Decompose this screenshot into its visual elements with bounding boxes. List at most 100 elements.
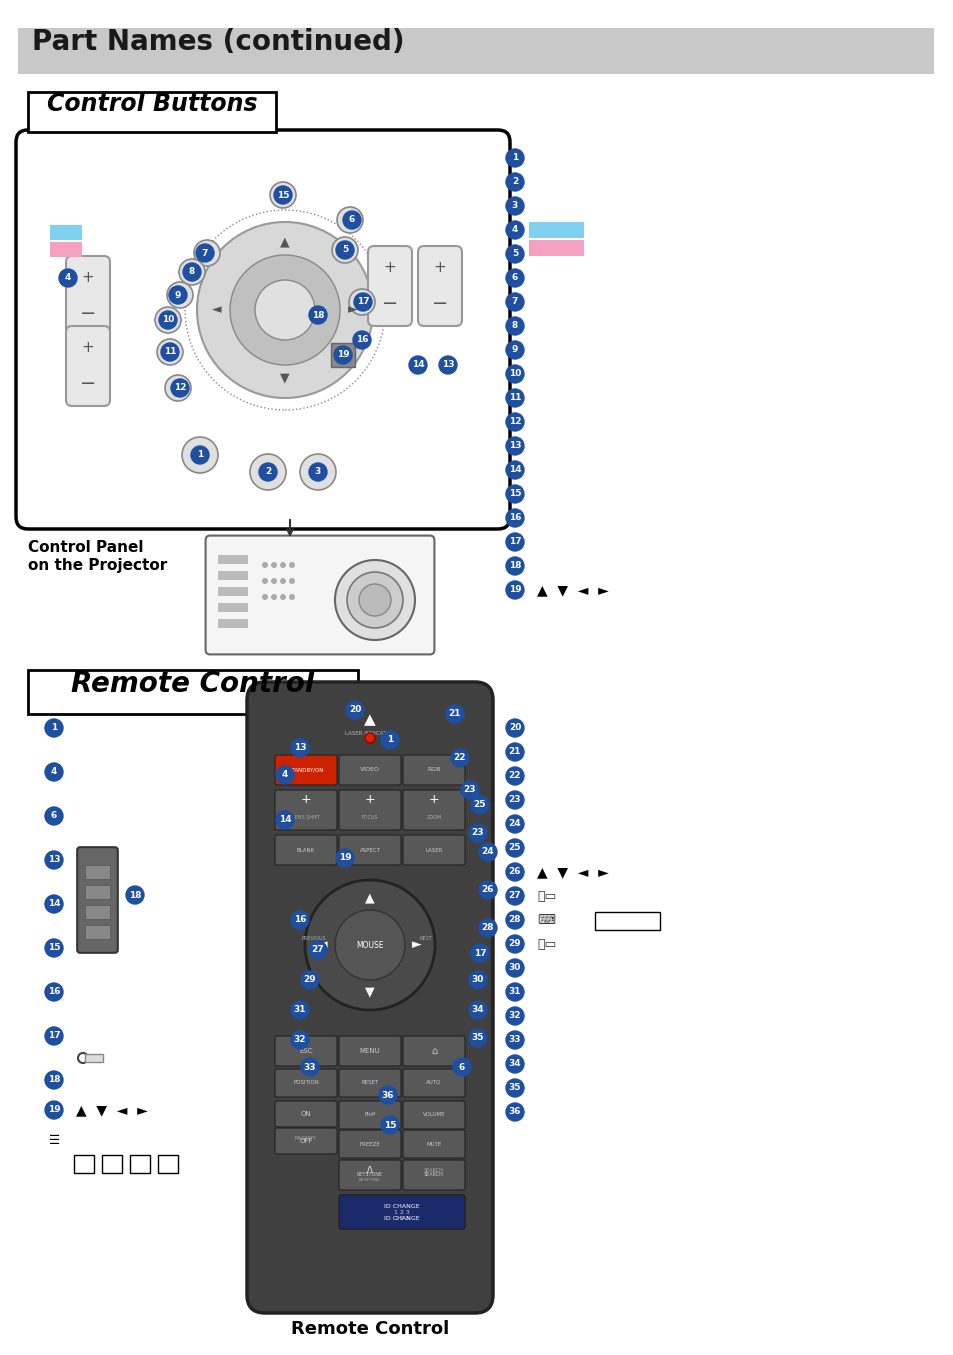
- Text: 19: 19: [508, 585, 520, 595]
- Text: ZOOM: ZOOM: [426, 816, 441, 821]
- Text: 30: 30: [508, 963, 520, 973]
- Circle shape: [196, 222, 373, 398]
- Text: 33: 33: [508, 1035, 520, 1045]
- Circle shape: [254, 280, 314, 340]
- FancyBboxPatch shape: [338, 755, 400, 785]
- Text: 9: 9: [174, 290, 181, 299]
- Circle shape: [358, 584, 391, 617]
- Text: 6: 6: [51, 812, 57, 821]
- Bar: [529, 240, 583, 256]
- FancyBboxPatch shape: [402, 1037, 464, 1066]
- Circle shape: [349, 289, 375, 314]
- Circle shape: [271, 593, 276, 600]
- Circle shape: [154, 308, 181, 333]
- Circle shape: [309, 306, 327, 324]
- Bar: [595, 912, 659, 930]
- Text: 7: 7: [511, 298, 517, 306]
- Circle shape: [460, 780, 478, 799]
- Text: 19: 19: [338, 854, 351, 863]
- Circle shape: [505, 413, 523, 431]
- Text: 17: 17: [48, 1031, 60, 1041]
- Text: ▲  ▼  ◄  ►: ▲ ▼ ◄ ►: [76, 1103, 148, 1117]
- Bar: [529, 222, 583, 238]
- Text: 18: 18: [129, 890, 141, 900]
- Text: ◄: ◄: [318, 939, 328, 951]
- Circle shape: [78, 1053, 88, 1064]
- Circle shape: [347, 572, 402, 627]
- Text: ASPECT: ASPECT: [359, 847, 380, 852]
- Text: 24: 24: [508, 820, 520, 828]
- Text: 4: 4: [281, 771, 288, 779]
- Circle shape: [469, 972, 486, 989]
- Text: ▲: ▲: [365, 892, 375, 905]
- Text: 8: 8: [189, 267, 195, 276]
- Text: 16: 16: [48, 988, 60, 996]
- Text: 25: 25: [474, 801, 486, 809]
- Text: 18: 18: [48, 1076, 60, 1084]
- Circle shape: [505, 959, 523, 977]
- Text: OFF: OFF: [299, 1138, 313, 1144]
- Text: 21: 21: [508, 748, 520, 756]
- Text: 36: 36: [508, 1107, 520, 1117]
- Circle shape: [505, 1103, 523, 1121]
- Circle shape: [45, 982, 63, 1001]
- Bar: [218, 570, 248, 580]
- FancyBboxPatch shape: [417, 247, 461, 327]
- Circle shape: [380, 1117, 398, 1134]
- Text: +: +: [300, 794, 311, 806]
- Text: 14: 14: [412, 360, 424, 370]
- Circle shape: [343, 211, 360, 229]
- Text: Remote Control: Remote Control: [291, 1320, 449, 1337]
- Text: 13: 13: [441, 360, 454, 370]
- Text: 13: 13: [294, 744, 306, 752]
- FancyBboxPatch shape: [338, 1102, 400, 1129]
- Text: MOUSE: MOUSE: [355, 940, 383, 950]
- FancyBboxPatch shape: [338, 1037, 400, 1066]
- FancyBboxPatch shape: [274, 1069, 336, 1098]
- Circle shape: [157, 339, 183, 364]
- Text: ▼: ▼: [365, 985, 375, 999]
- Bar: [85, 885, 110, 898]
- Circle shape: [471, 944, 489, 962]
- Circle shape: [505, 1007, 523, 1024]
- FancyBboxPatch shape: [274, 1102, 336, 1127]
- Circle shape: [334, 346, 352, 364]
- FancyBboxPatch shape: [338, 1130, 400, 1159]
- Text: 1: 1: [196, 450, 203, 459]
- Circle shape: [45, 720, 63, 737]
- Circle shape: [446, 705, 463, 724]
- Circle shape: [299, 454, 335, 491]
- Circle shape: [291, 1001, 309, 1019]
- Text: 15: 15: [276, 191, 289, 199]
- Text: 34: 34: [508, 1060, 520, 1069]
- Circle shape: [365, 733, 375, 743]
- Circle shape: [505, 245, 523, 263]
- Circle shape: [469, 1028, 486, 1047]
- Circle shape: [378, 1085, 396, 1104]
- Circle shape: [262, 593, 268, 600]
- Text: 29: 29: [303, 976, 316, 985]
- Text: 26: 26: [508, 867, 520, 877]
- Circle shape: [301, 972, 318, 989]
- Text: 23: 23: [463, 786, 476, 794]
- Circle shape: [505, 293, 523, 312]
- Circle shape: [301, 1058, 318, 1076]
- Circle shape: [505, 720, 523, 737]
- Text: 11: 11: [508, 393, 520, 402]
- Circle shape: [346, 701, 364, 720]
- Circle shape: [505, 839, 523, 856]
- Text: 29: 29: [508, 939, 520, 948]
- FancyBboxPatch shape: [274, 1037, 336, 1066]
- Text: ▲  ▼  ◄  ►: ▲ ▼ ◄ ►: [537, 864, 608, 879]
- Circle shape: [45, 939, 63, 957]
- FancyBboxPatch shape: [402, 1130, 464, 1159]
- Text: Part Names (continued): Part Names (continued): [32, 28, 404, 56]
- Text: Remote Control: Remote Control: [71, 669, 314, 698]
- Circle shape: [332, 237, 357, 263]
- Text: 15: 15: [383, 1121, 395, 1130]
- Text: +: +: [383, 260, 395, 275]
- FancyBboxPatch shape: [338, 1069, 400, 1098]
- Bar: [102, 1154, 122, 1173]
- FancyBboxPatch shape: [368, 247, 412, 327]
- Text: 1 2 3: 1 2 3: [395, 1217, 409, 1221]
